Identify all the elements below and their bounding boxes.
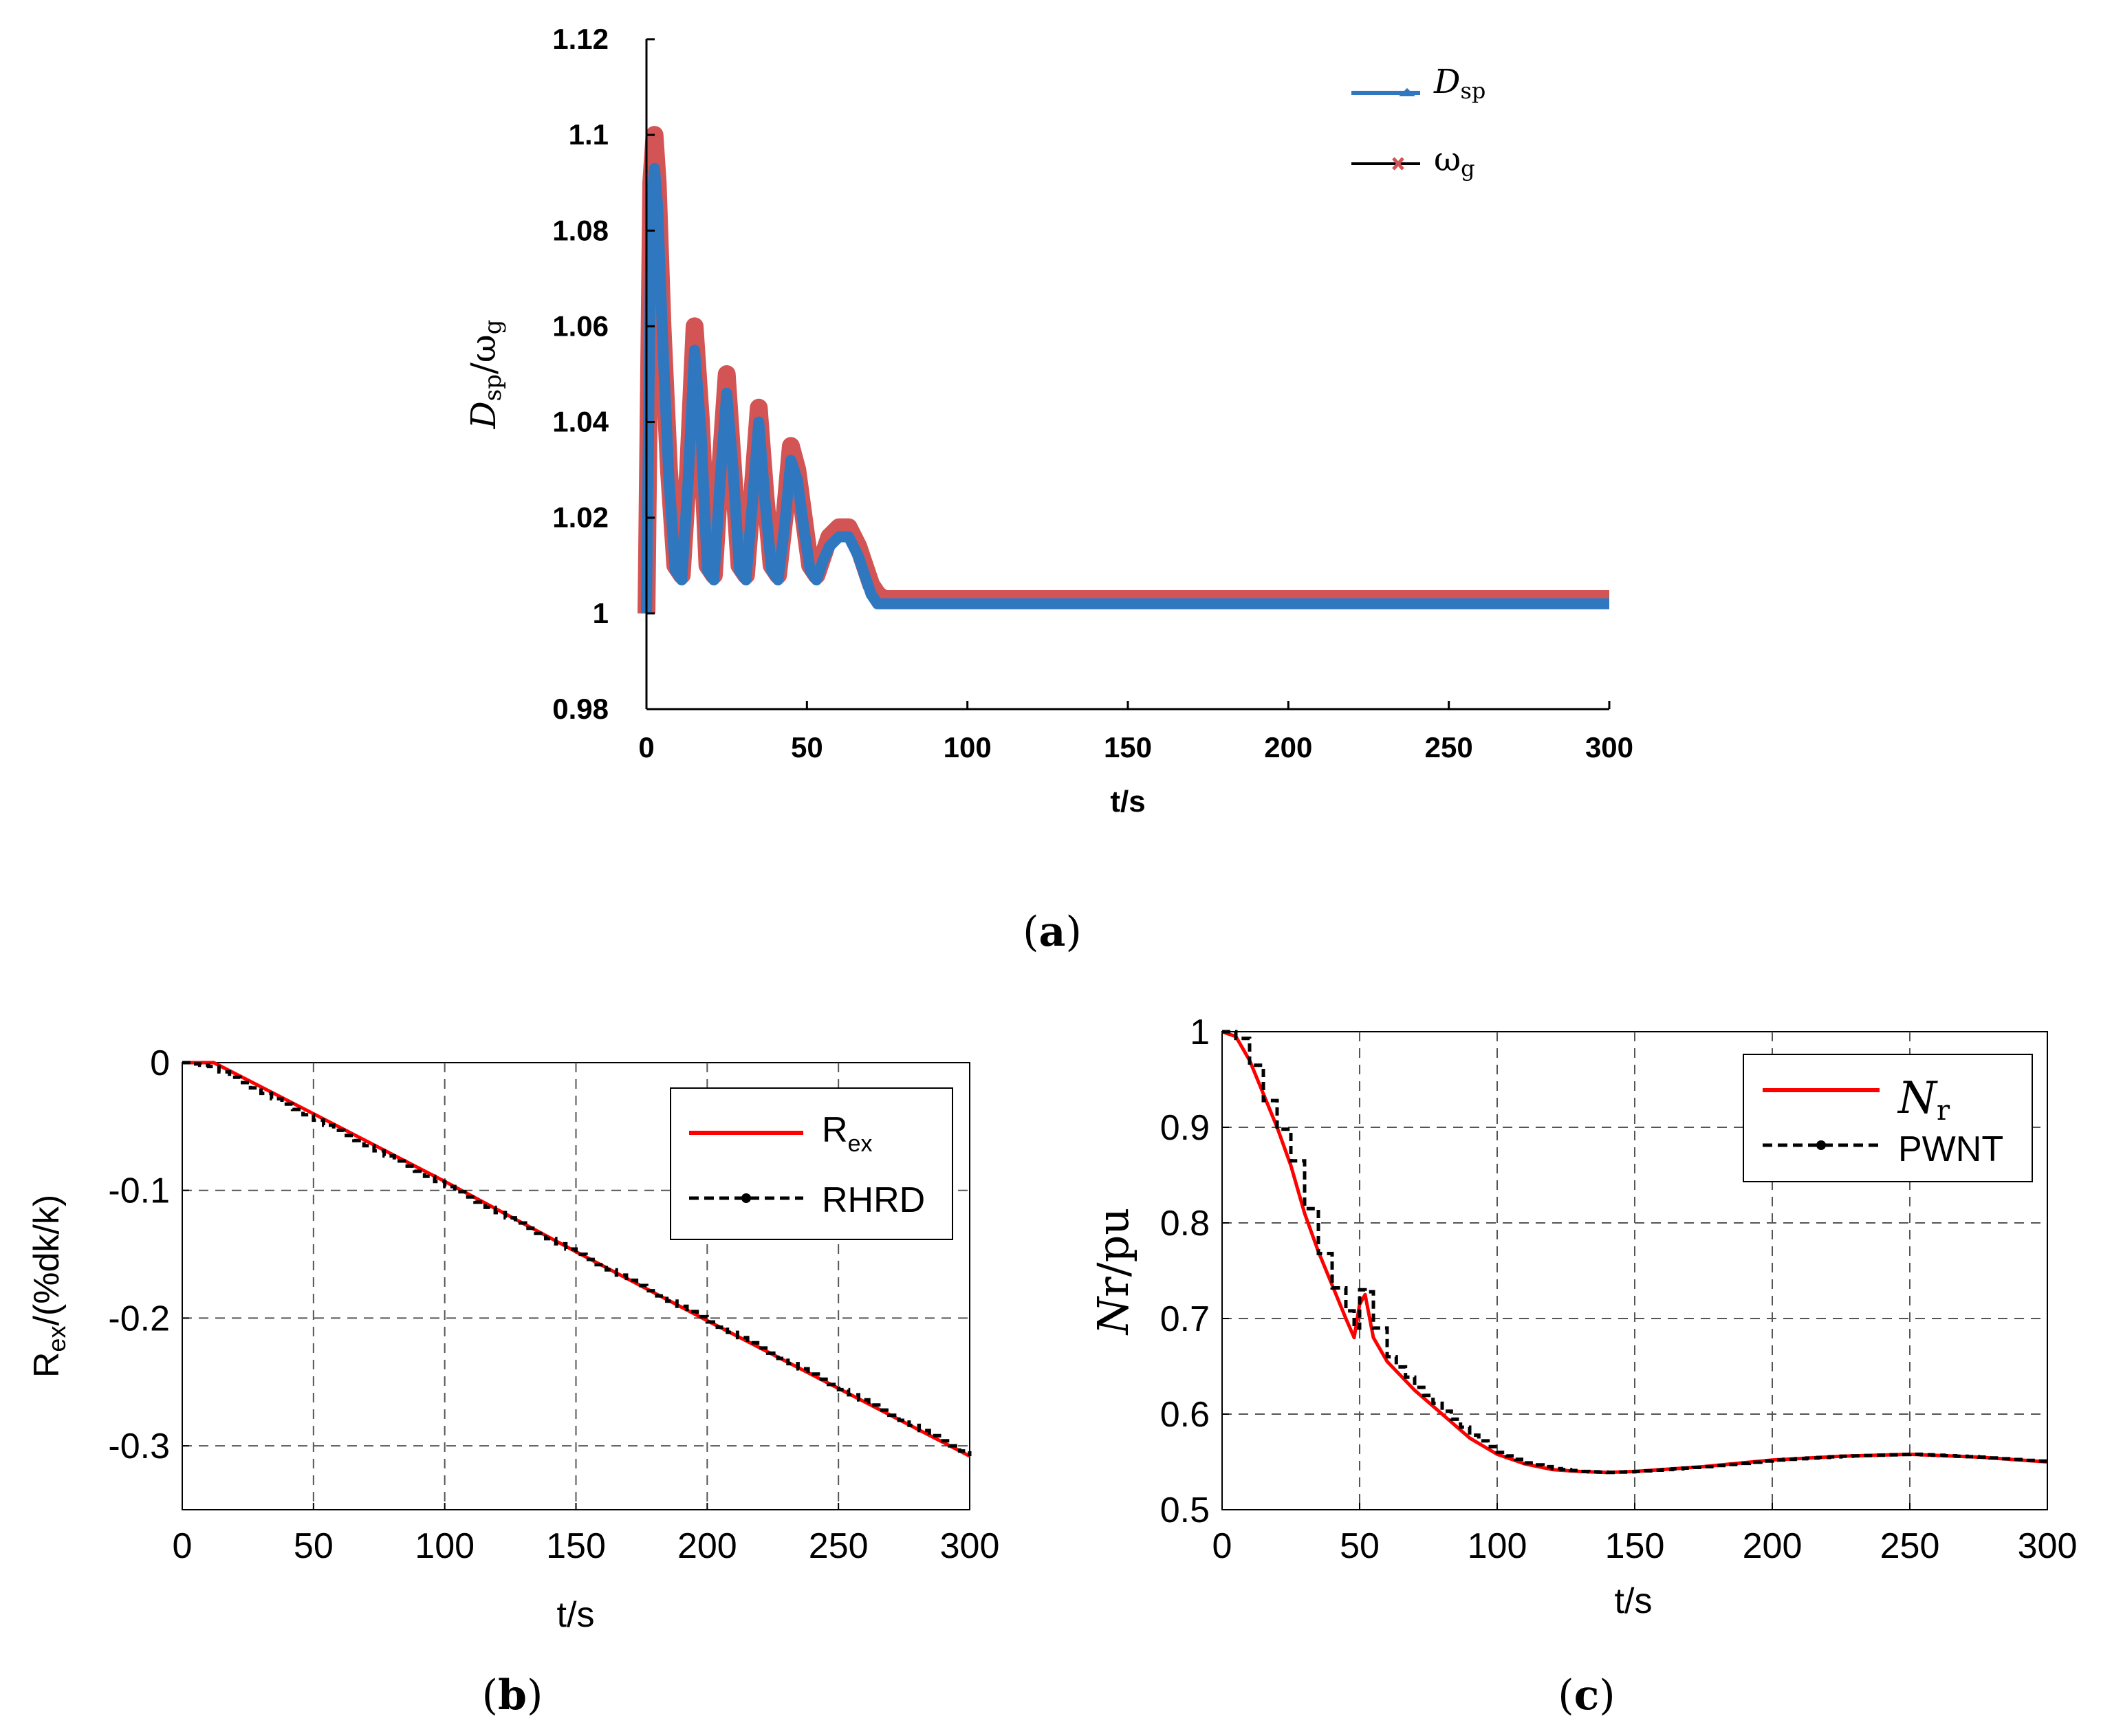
legend-a-wg-main: ω [1434, 140, 1461, 179]
chart-b-ylabel-rest: /(%dk/k) [27, 1195, 67, 1326]
chart-a-xtick-label: 0 [638, 731, 654, 763]
chart-a-xtick-label: 100 [944, 731, 992, 763]
chart-c-xlabel: t/s [1615, 1581, 1653, 1621]
series-a-dsp [641, 162, 1609, 614]
chart-a-ytick-label: 1.12 [552, 23, 609, 55]
legend-c-box [1743, 1054, 2033, 1182]
legend-c-nr-sub: r [1937, 1095, 1950, 1127]
chart-a-ytick-label: 1.1 [569, 118, 609, 151]
chart-c-ytick-label: 0.6 [1160, 1395, 1210, 1435]
chart-a-xtick-label: 250 [1425, 731, 1473, 763]
chart-c-caption: (c) [1558, 1671, 1615, 1719]
chart-c-xtick-label: 250 [1880, 1526, 1940, 1566]
chart-c-legend: Nr PWNT [1743, 1054, 2033, 1182]
chart-b-xtick-label: 300 [940, 1526, 1000, 1566]
chart-b-caption: (b) [482, 1671, 543, 1719]
chart-c-ytick-label: 0.5 [1160, 1490, 1210, 1530]
chart-c-xtick-label: 200 [1743, 1526, 1803, 1566]
chart-c-ylabel: Nr/pu [1088, 1208, 1138, 1336]
chart-b-ylabel-sub: ex [43, 1326, 71, 1352]
legend-c-pwnt-marker [1816, 1140, 1826, 1150]
series-b-rhrd [182, 1061, 972, 1456]
legend-b-rex-label: Rex [822, 1110, 872, 1157]
chart-a-ylabel-mid: /ω [464, 334, 503, 374]
chart-a-ylabel-sub2: g [479, 320, 507, 335]
chart-b-caption-letter: b [498, 1671, 527, 1719]
legend-a-dsp-sub: sp [1460, 78, 1485, 104]
legend-a-dsp-label: Dsp [1433, 63, 1485, 104]
legend-b-box [670, 1087, 953, 1240]
chart-c: 0 50 100 150 200 250 300 0.5 0.6 0.7 0.8 0.9 1 t/s N… [1088, 1012, 2077, 1719]
chart-c-xtick-label: 150 [1605, 1526, 1665, 1566]
chart-c-xtick-label: 50 [1340, 1526, 1380, 1566]
chart-a-xtick-label: 300 [1585, 731, 1633, 763]
chart-c-xtick-label: 300 [2018, 1526, 2078, 1566]
chart-b-ytick-label: -0.1 [108, 1171, 170, 1211]
chart-a-ytick-label: 0.98 [552, 693, 609, 725]
chart-c-xtick-label: 100 [1468, 1526, 1527, 1566]
chart-b-xtick-label: 100 [415, 1526, 475, 1566]
chart-a-xtick-label: 150 [1104, 731, 1152, 763]
chart-b-xtick-label: 150 [546, 1526, 606, 1566]
chart-a-caption: (a) [1023, 908, 1082, 956]
chart-b-xtick-label: 200 [677, 1526, 737, 1566]
legend-b-rex-sub: ex [848, 1131, 873, 1157]
legend-a-wg-sub: g [1461, 155, 1474, 182]
chart-a-ylabel: Dsp/ωg [464, 320, 507, 430]
chart-b-ytick-label: -0.3 [108, 1426, 170, 1466]
chart-c-ytick-label: 0.9 [1160, 1108, 1210, 1148]
chart-b-ylabel-main: R [27, 1352, 67, 1378]
chart-b-ylabel: Rex/(%dk/k) [27, 1195, 71, 1378]
chart-a-ylabel-main: D [464, 401, 503, 429]
series-c-nr [1221, 1030, 2048, 1475]
chart-a-ytick-label: 1.02 [552, 501, 609, 534]
legend-b-rhrd-marker [741, 1193, 751, 1203]
legend-c-pwnt-label: PWNT [1898, 1129, 2003, 1169]
chart-c-ylabel-rest: r/pu [1088, 1208, 1138, 1297]
chart-a-xtick-label: 200 [1264, 731, 1312, 763]
legend-a-wg-marker [1392, 157, 1404, 171]
chart-c-ytick-label: 0.8 [1160, 1204, 1210, 1244]
chart-c-ylabel-italic: N [1088, 1295, 1138, 1336]
chart-a-ytick-label: 1.06 [552, 310, 609, 342]
chart-c-ytick-label: 0.7 [1160, 1299, 1210, 1339]
chart-a-ytick-label: 1.04 [552, 406, 609, 438]
chart-b-ytick-label: 0 [150, 1043, 170, 1083]
legend-a-dsp-marker [1399, 88, 1415, 96]
chart-a-legend: Dsp ωg [1351, 63, 1485, 182]
chart-b-xtick-label: 250 [809, 1526, 869, 1566]
chart-c-xtick-label: 0 [1212, 1526, 1232, 1566]
legend-a-wg-label: ωg [1434, 140, 1475, 182]
chart-c-ytick-label: 1 [1190, 1012, 1210, 1052]
legend-b-rex-main: R [822, 1110, 848, 1150]
chart-a-ytick-label: 1.08 [552, 214, 609, 246]
chart-a-xlabel: t/s [1110, 785, 1145, 818]
legend-b-rhrd-label: RHRD [822, 1180, 925, 1220]
legend-c-nr-main: N [1897, 1073, 1938, 1124]
chart-a-ylabel-sub: sp [479, 374, 507, 401]
chart-b-xtick-label: 50 [294, 1526, 334, 1566]
chart-a-caption-letter: a [1039, 908, 1066, 956]
legend-c-nr-label: Nr [1897, 1073, 1950, 1127]
series-c-pwnt [1222, 1030, 2049, 1475]
chart-b-xtick-label: 0 [173, 1526, 193, 1566]
legend-a-dsp-main: D [1433, 63, 1460, 101]
chart-b-ytick-label: -0.2 [108, 1299, 170, 1338]
chart-b-legend: Rex RHRD [670, 1087, 953, 1240]
chart-a-xtick-label: 50 [791, 731, 823, 763]
chart-b-xlabel: t/s [557, 1595, 595, 1635]
series-a--g [638, 126, 1609, 614]
chart-a: 0 50 100 150 200 250 300 0.98 1 1.02 1.04 1.06 1.08 1… [464, 23, 1633, 956]
chart-a-ytick-label: 1 [593, 597, 609, 629]
chart-c-caption-letter: c [1574, 1671, 1600, 1719]
